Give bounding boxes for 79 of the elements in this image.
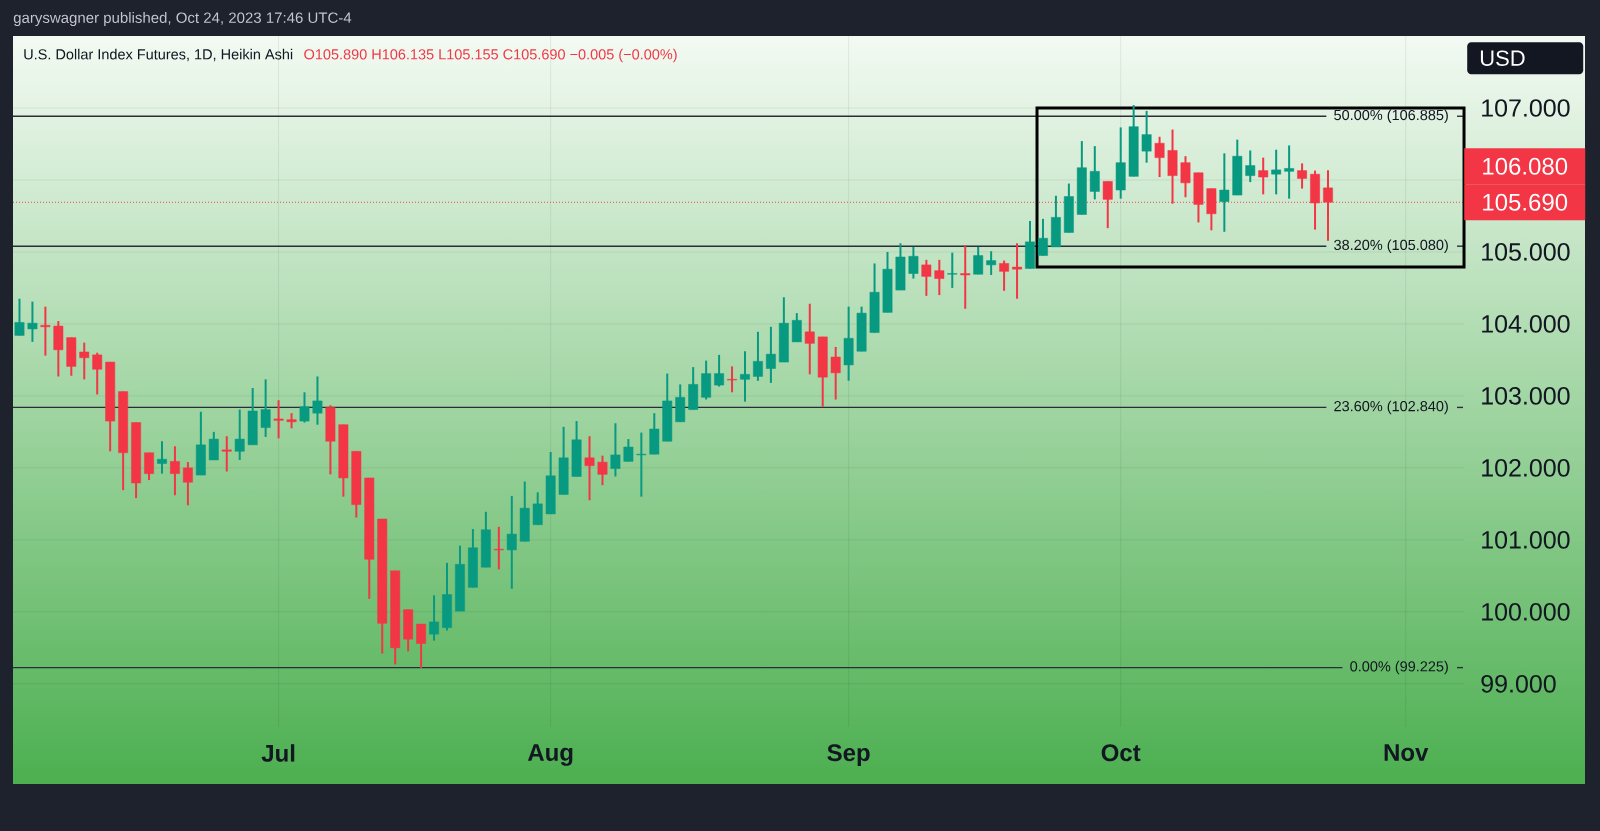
x-tick-label: Nov bbox=[1384, 744, 1429, 761]
ref-line-label: 23.60% (102.840) bbox=[1334, 400, 1448, 415]
candlestick bbox=[830, 345, 841, 401]
x-tick-label: Sep bbox=[827, 744, 870, 766]
candlestick bbox=[934, 258, 945, 297]
candlestick bbox=[1219, 152, 1230, 233]
candlestick bbox=[273, 399, 284, 440]
candlestick bbox=[92, 351, 103, 396]
y-tick-label: 103.000 bbox=[1482, 387, 1570, 405]
text: 105.690 bbox=[1483, 193, 1568, 211]
ref-line-label: 38.20% (105.080) bbox=[1334, 239, 1448, 253]
candlestick bbox=[960, 244, 971, 310]
candlestick bbox=[999, 259, 1010, 292]
candlestick bbox=[1245, 149, 1256, 184]
y-tick-label: 100.000 bbox=[1482, 602, 1570, 621]
candlestick bbox=[597, 454, 608, 487]
ref-line-label: 50.00% (106.885) bbox=[1334, 109, 1448, 123]
candlestick bbox=[921, 258, 932, 297]
candlestick bbox=[947, 251, 958, 289]
candlestick bbox=[299, 391, 310, 424]
candlestick bbox=[740, 350, 750, 403]
candlestick bbox=[506, 494, 517, 590]
candlestick bbox=[14, 297, 25, 337]
candlestick bbox=[584, 435, 595, 502]
y-axis-title: USD bbox=[1480, 50, 1525, 66]
candlestick bbox=[765, 325, 776, 384]
x-tick-label: Aug bbox=[527, 744, 573, 766]
candlestick bbox=[1038, 217, 1048, 257]
candlestick bbox=[714, 353, 724, 388]
candlestick bbox=[221, 435, 232, 473]
candlestick bbox=[1180, 155, 1191, 199]
candlestick bbox=[234, 408, 245, 461]
candlestick bbox=[701, 359, 712, 401]
ref-line-label: 0.00% (99.225) bbox=[1350, 660, 1448, 675]
candlestick bbox=[429, 594, 439, 642]
y-tick-label: 105.000 bbox=[1482, 243, 1570, 261]
candlestick bbox=[1154, 135, 1165, 179]
candlestick bbox=[493, 525, 504, 571]
candlestick bbox=[79, 341, 90, 381]
candlestick bbox=[1297, 162, 1307, 190]
candlestick bbox=[144, 451, 154, 482]
candlestick bbox=[791, 312, 802, 343]
candlestick bbox=[416, 623, 427, 669]
candlestick bbox=[40, 305, 51, 357]
y-tick-label: 104.000 bbox=[1482, 315, 1570, 333]
candlestick bbox=[532, 491, 543, 526]
y-tick-label: 102.000 bbox=[1482, 459, 1570, 477]
candlestick bbox=[182, 461, 193, 507]
candlestick bbox=[727, 365, 737, 394]
candlestick bbox=[312, 375, 323, 426]
candlestick bbox=[260, 378, 271, 438]
text: U.S. Dollar Index Futures, 1D, Heikin Ashi bbox=[24, 48, 293, 62]
x-tick-label: Jul bbox=[261, 744, 295, 762]
candlestick bbox=[170, 445, 180, 497]
candlestick bbox=[157, 440, 167, 475]
candlestick bbox=[986, 250, 997, 276]
candlestick bbox=[208, 430, 219, 461]
candlestick bbox=[908, 245, 919, 280]
candlestick bbox=[1258, 156, 1269, 196]
text: O105.890 H106.135 L105.155 C105.690 −0.005 (−0.00%) bbox=[304, 48, 677, 63]
candlestick bbox=[1284, 144, 1295, 200]
y-tick-label: 107.000 bbox=[1482, 99, 1570, 117]
candlestick bbox=[973, 245, 984, 276]
candlestick bbox=[753, 330, 763, 382]
x-tick-label: Oct bbox=[1101, 744, 1141, 762]
y-tick-label: 101.000 bbox=[1482, 531, 1570, 549]
text: 106.080 bbox=[1483, 157, 1568, 175]
candlestick bbox=[1089, 145, 1100, 201]
candlestick bbox=[1271, 148, 1282, 196]
candlestick bbox=[1012, 242, 1022, 300]
y-tick-label: 99.000 bbox=[1481, 674, 1556, 693]
candlestick bbox=[636, 431, 647, 498]
candlestick bbox=[804, 302, 815, 376]
candlestick bbox=[623, 438, 634, 463]
candlestick bbox=[610, 422, 621, 478]
candlestick bbox=[53, 320, 64, 378]
text: garyswagner published, Oct 24, 2023 17:46 UTC-4 bbox=[13, 11, 352, 26]
candlestick bbox=[1141, 109, 1152, 164]
candlestick bbox=[27, 300, 38, 343]
